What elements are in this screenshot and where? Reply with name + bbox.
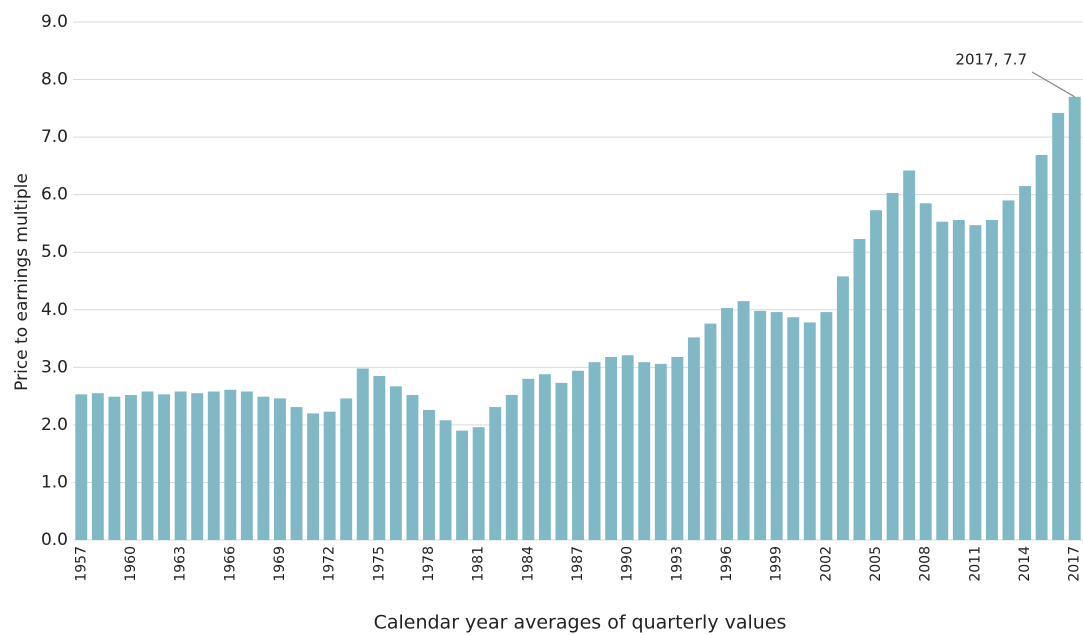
bar xyxy=(108,396,121,540)
bar xyxy=(141,391,154,540)
bar xyxy=(572,370,584,540)
bar xyxy=(522,378,535,540)
x-tick-label: 2011 xyxy=(967,546,983,582)
x-tick-label: 1990 xyxy=(620,546,636,582)
bar xyxy=(290,407,303,540)
bar xyxy=(836,276,849,540)
bar xyxy=(456,430,469,540)
x-tick-label: 1981 xyxy=(471,546,487,582)
y-tick-label: 7.0 xyxy=(41,127,68,147)
x-tick-label: 2008 xyxy=(918,546,934,582)
bar xyxy=(555,382,568,540)
bar xyxy=(605,356,618,540)
x-tick-label: 1963 xyxy=(173,546,189,582)
x-tick-label: 1987 xyxy=(570,546,586,582)
x-tick-label: 1999 xyxy=(769,546,785,582)
bar xyxy=(770,312,783,540)
bar xyxy=(754,310,767,540)
bar xyxy=(1002,200,1015,540)
bar xyxy=(224,389,237,540)
bar xyxy=(803,322,816,540)
bar xyxy=(621,355,634,540)
bar xyxy=(191,393,204,540)
x-tick-label: 2017 xyxy=(1067,546,1083,582)
bar xyxy=(158,394,171,540)
bar xyxy=(91,393,104,540)
bar xyxy=(75,394,88,540)
bar xyxy=(969,225,982,540)
bar xyxy=(406,394,419,540)
x-tick-label: 1960 xyxy=(123,546,139,582)
bar xyxy=(886,192,899,540)
bar xyxy=(356,368,369,540)
bar xyxy=(903,170,916,540)
x-tick-label: 1984 xyxy=(520,546,536,582)
bar xyxy=(820,312,833,540)
bar xyxy=(257,396,270,540)
y-axis-label: Price to earnings multiple xyxy=(12,173,32,391)
bar xyxy=(373,375,386,540)
bar xyxy=(638,362,651,540)
y-tick-label: 4.0 xyxy=(41,300,68,320)
y-tick-label: 3.0 xyxy=(41,357,68,377)
bar xyxy=(919,203,932,541)
y-tick-label: 6.0 xyxy=(41,185,68,205)
bar xyxy=(340,398,353,540)
annotation-leader xyxy=(1031,71,1076,98)
bar xyxy=(124,394,137,540)
bar xyxy=(687,337,700,540)
x-tick-label: 1996 xyxy=(719,546,735,582)
bar xyxy=(505,394,518,540)
bar xyxy=(671,356,684,540)
x-axis-label: Calendar year averages of quarterly valu… xyxy=(374,612,787,634)
bar xyxy=(654,363,667,540)
bar xyxy=(985,219,998,541)
bar xyxy=(787,317,800,540)
bar xyxy=(323,411,336,540)
y-tick-label: 0.0 xyxy=(41,530,68,550)
x-tick-label: 2014 xyxy=(1017,546,1033,582)
bar xyxy=(936,221,949,540)
bar xyxy=(472,427,485,540)
bar xyxy=(240,391,253,540)
y-tick-label: 5.0 xyxy=(41,242,68,262)
bar xyxy=(439,420,452,540)
bar xyxy=(307,413,320,540)
bar xyxy=(721,308,733,540)
bar xyxy=(538,374,551,540)
bar xyxy=(1052,112,1065,540)
bar xyxy=(1035,154,1048,540)
x-tick-label: 1969 xyxy=(272,546,288,582)
y-tick-label: 8.0 xyxy=(41,70,68,90)
bar xyxy=(853,238,866,541)
bar xyxy=(174,391,187,540)
y-tick-label: 9.0 xyxy=(41,12,68,32)
x-tick-label: 1972 xyxy=(322,546,338,582)
x-tick-label: 2002 xyxy=(818,546,834,582)
y-tick-label: 1.0 xyxy=(41,472,68,492)
annotation: 2017, 7.7 xyxy=(955,51,1027,69)
x-tick-label: 1993 xyxy=(669,546,685,582)
bar xyxy=(1068,96,1081,541)
bar xyxy=(389,386,402,540)
bar xyxy=(737,301,750,540)
x-tick-label: 1957 xyxy=(73,546,89,582)
bar xyxy=(1019,186,1032,541)
bar xyxy=(704,323,717,540)
bar xyxy=(952,219,965,541)
x-tick-label: 1978 xyxy=(421,546,437,582)
bar xyxy=(274,398,286,540)
bar xyxy=(423,409,435,540)
bar xyxy=(489,407,502,540)
x-tick-label: 2005 xyxy=(868,546,884,582)
bar xyxy=(207,391,220,540)
y-tick-label: 2.0 xyxy=(41,415,68,435)
x-tick-label: 1966 xyxy=(222,546,238,582)
x-tick-label: 1975 xyxy=(371,546,387,582)
bar xyxy=(870,210,882,540)
bar xyxy=(588,362,601,540)
